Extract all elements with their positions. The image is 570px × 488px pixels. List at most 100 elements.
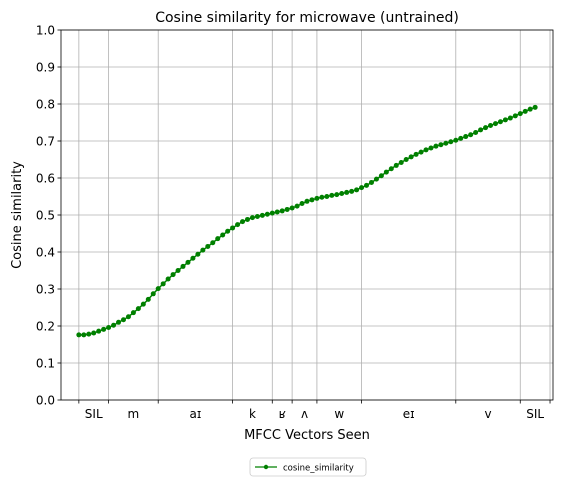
data-point (116, 319, 122, 325)
data-point (264, 211, 270, 217)
data-point (91, 330, 97, 336)
data-point (244, 216, 250, 222)
data-point (125, 314, 131, 320)
data-point (324, 194, 330, 199)
data-point (483, 125, 489, 131)
data-point (165, 276, 171, 282)
legend-marker-swatch (263, 464, 269, 470)
data-point (314, 195, 320, 201)
data-point (517, 111, 523, 117)
data-point (235, 222, 241, 228)
data-point (279, 208, 285, 214)
data-point (418, 149, 424, 155)
data-point (155, 286, 161, 292)
x-axis-label: MFCC Vectors Seen (244, 428, 370, 443)
data-point (284, 206, 290, 212)
data-point (140, 301, 146, 307)
data-point (354, 187, 360, 193)
data-point (101, 326, 107, 332)
y-tick-label: 0.0 (36, 394, 55, 408)
data-point (339, 191, 345, 197)
data-point (478, 127, 484, 133)
data-point (527, 106, 533, 112)
legend-label: cosine_similarity (283, 464, 354, 474)
data-point (269, 210, 275, 216)
data-point (225, 228, 231, 234)
data-point (111, 322, 117, 328)
data-point (359, 185, 365, 191)
data-point (383, 169, 389, 175)
data-point (502, 117, 508, 123)
data-point (81, 332, 87, 338)
data-point (254, 213, 260, 219)
data-point (145, 296, 151, 302)
y-tick-label: 0.5 (36, 209, 55, 223)
data-point (329, 192, 335, 198)
y-tick-label: 0.7 (36, 135, 55, 149)
data-point (130, 310, 136, 316)
data-point (512, 113, 518, 119)
y-tick-label: 0.3 (36, 283, 55, 297)
data-point (215, 236, 221, 242)
data-point (240, 219, 246, 225)
data-point (334, 192, 340, 198)
data-point (373, 176, 379, 182)
y-tick-label: 0.6 (36, 172, 55, 186)
data-point (190, 255, 196, 261)
data-point (423, 147, 429, 153)
data-point (150, 291, 156, 297)
data-point (185, 259, 191, 265)
x-axis: SIL m aɪ k ʁ ʌ w eɪ v SIL (78, 400, 551, 421)
data-point (106, 324, 112, 330)
data-point (210, 240, 216, 246)
data-point (259, 212, 265, 218)
x-tick-label: ʁ (279, 407, 286, 421)
data-point (458, 135, 464, 141)
data-point (398, 159, 404, 165)
y-axis: 0.0 0.1 0.2 0.3 0.4 0.5 0.6 0.7 0.8 0.9 1.0 (36, 24, 61, 408)
data-point (200, 247, 206, 253)
x-tick-label: v (484, 407, 491, 421)
data-point (309, 197, 315, 203)
series-layer (76, 104, 538, 338)
x-tick-label: m (128, 407, 140, 421)
data-point (96, 328, 102, 334)
x-tick-label: SIL (526, 407, 544, 421)
data-point (492, 121, 498, 127)
data-point (408, 154, 414, 160)
data-point (473, 129, 479, 135)
data-point (393, 162, 399, 168)
chart-title: Cosine similarity for microwave (untrain… (155, 10, 459, 26)
data-point (304, 198, 310, 204)
data-point (230, 225, 236, 231)
data-point (120, 317, 126, 323)
data-point (507, 115, 513, 121)
data-point (220, 232, 226, 238)
data-point (488, 122, 494, 128)
data-point (364, 182, 370, 188)
data-point (522, 108, 528, 114)
data-point (438, 142, 444, 148)
data-point (175, 268, 181, 273)
data-point (463, 134, 469, 140)
data-point (299, 201, 305, 207)
data-point (368, 179, 374, 185)
data-point (497, 119, 503, 125)
data-point (453, 137, 459, 143)
x-tick-label: eɪ (403, 407, 415, 421)
data-point (344, 189, 350, 195)
data-point (170, 272, 176, 278)
y-axis-label: Cosine similarity (10, 161, 25, 269)
x-tick-label: SIL (85, 407, 103, 421)
data-point (289, 205, 295, 211)
data-point (319, 194, 325, 200)
data-point (448, 139, 454, 145)
data-point (180, 263, 186, 269)
y-tick-label: 0.4 (36, 246, 55, 260)
legend: cosine_similarity (249, 457, 367, 477)
x-tick-label: k (249, 407, 256, 421)
data-point (433, 143, 439, 149)
x-tick-label: w (334, 407, 344, 421)
